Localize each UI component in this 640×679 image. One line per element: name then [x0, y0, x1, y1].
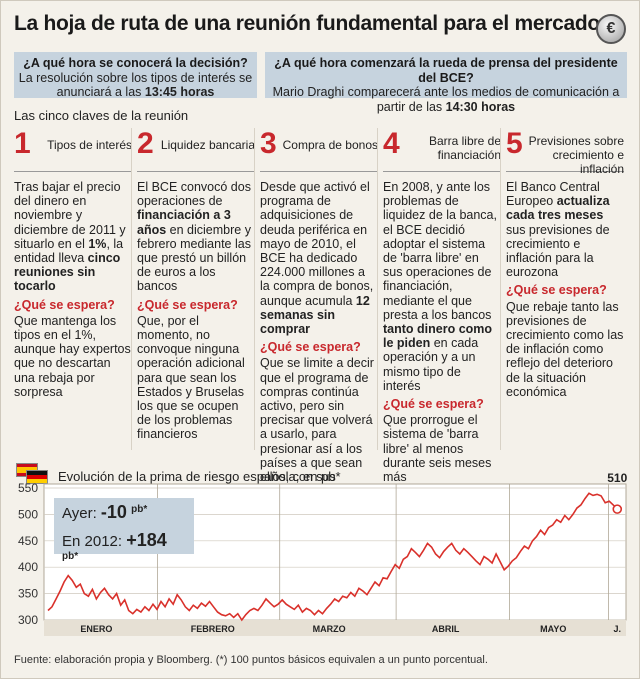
- key-expectation-label: ¿Qué se espera?: [260, 340, 361, 355]
- annotation-2012: En 2012: +184 pb*: [54, 526, 194, 562]
- key-expectation-label: ¿Qué se espera?: [14, 297, 115, 312]
- answer-text: Mario Draghi comparecerá ante los medios…: [272, 85, 620, 114]
- key-header: 2 Liquidez bancaria: [137, 128, 255, 172]
- key-body: En 2008, y ante los problemas de liquide…: [383, 180, 497, 393]
- key-expectation-text: Que prorrogue el sistema de 'barra libre…: [383, 413, 492, 485]
- key-heading: Tipos de interés: [47, 138, 132, 152]
- question-text: ¿A qué hora se conocerá la decisión?: [23, 56, 248, 70]
- key-expectation-label: ¿Qué se espera?: [137, 297, 238, 312]
- y-tick-label: 550: [18, 481, 38, 495]
- key-column-1: 1 Tipos de interés Tras bajar el precio de…: [14, 128, 132, 450]
- key-number: 3: [260, 127, 277, 160]
- key-number: 1: [14, 127, 31, 160]
- key-header: 1 Tipos de interés: [14, 128, 132, 172]
- answer-time: 14:30 horas: [445, 99, 516, 114]
- key-header: 3 Compra de bonos: [260, 128, 378, 172]
- key-expectation-text: Que mantenga los tipos en el 1%, aunque …: [14, 313, 131, 399]
- annotation-ayer: Ayer: -10 pb*: [54, 498, 194, 526]
- key-column-3: 3 Compra de bonos Desde que activó el prog…: [260, 128, 378, 541]
- x-tick-label: J.: [614, 624, 622, 634]
- y-tick-label: 450: [18, 534, 38, 548]
- column-divider: [254, 128, 255, 450]
- last-value-label: 510: [607, 471, 627, 485]
- series-line: [47, 492, 618, 622]
- key-header: 4 Barra libre de financiación: [383, 128, 501, 172]
- key-heading: Barra libre de financiación: [428, 134, 501, 162]
- key-body: Desde que activó el programa de adquisic…: [260, 180, 374, 337]
- key-column-2: 2 Liquidez bancaria El BCE convocó dos ope…: [137, 128, 255, 450]
- key-body: El Banco Central Europeo actualiza cada …: [506, 180, 610, 280]
- x-tick-label: ENERO: [80, 624, 112, 634]
- key-number: 5: [506, 127, 523, 160]
- germany-flag-icon: [26, 470, 48, 484]
- question-box-press: ¿A qué hora comenzará la rueda de prensa…: [265, 52, 627, 114]
- key-heading: Previsiones sobre crecimiento e inflació…: [528, 134, 624, 176]
- last-point: [612, 504, 623, 514]
- x-tick-label: MARZO: [313, 624, 346, 634]
- key-expectation-label: ¿Qué se espera?: [383, 397, 484, 412]
- y-tick-label: 300: [18, 613, 38, 627]
- y-tick-label: 350: [18, 587, 38, 601]
- key-header: 5 Previsiones sobre crecimiento e inflaci…: [506, 127, 624, 176]
- keys-title: Las cinco claves de la reunión: [14, 108, 189, 123]
- answer-text: La resolución sobre los tipos de interés…: [18, 70, 253, 100]
- y-tick-label: 500: [18, 507, 38, 521]
- key-expectation-text: Que, por el momento, no convoque ninguna…: [137, 313, 245, 442]
- answer-time: 13:45 horas: [144, 85, 215, 99]
- key-expectation-text: Que rebaje tanto las previsiones de crec…: [506, 299, 624, 399]
- column-divider: [131, 128, 132, 450]
- key-heading: Liquidez bancaria: [160, 138, 255, 152]
- key-heading: Compra de bonos: [282, 138, 378, 152]
- x-tick-label: MAYO: [540, 624, 566, 634]
- key-expectation-label: ¿Qué se espera?: [506, 283, 607, 298]
- chart-title: Evolución de la prima de riesgo española…: [58, 469, 341, 484]
- euro-coin-icon: €: [596, 14, 626, 44]
- x-tick-label: ABRIL: [432, 624, 460, 634]
- key-body: Tras bajar el precio del dinero en novie…: [14, 180, 126, 294]
- column-divider: [500, 128, 501, 450]
- key-number: 2: [137, 127, 154, 160]
- column-divider: [377, 128, 378, 450]
- key-column-5: 5 Previsiones sobre crecimiento e inflaci…: [506, 128, 624, 450]
- x-axis-band: [44, 620, 626, 636]
- key-body: El BCE convocó dos operaciones de financ…: [137, 180, 251, 294]
- key-number: 4: [383, 127, 400, 160]
- key-column-4: 4 Barra libre de financiación En 2008, y a…: [383, 128, 501, 484]
- x-tick-label: FEBRERO: [191, 624, 235, 634]
- y-tick-label: 400: [18, 560, 38, 574]
- source-note: Fuente: elaboración propia y Bloomberg. …: [14, 654, 488, 666]
- page-title: La hoja de ruta de una reunión fundament…: [14, 12, 600, 35]
- question-box-decision: ¿A qué hora se conocerá la decisión? La …: [14, 52, 257, 100]
- question-text: ¿A qué hora comenzará la rueda de prensa…: [274, 56, 618, 85]
